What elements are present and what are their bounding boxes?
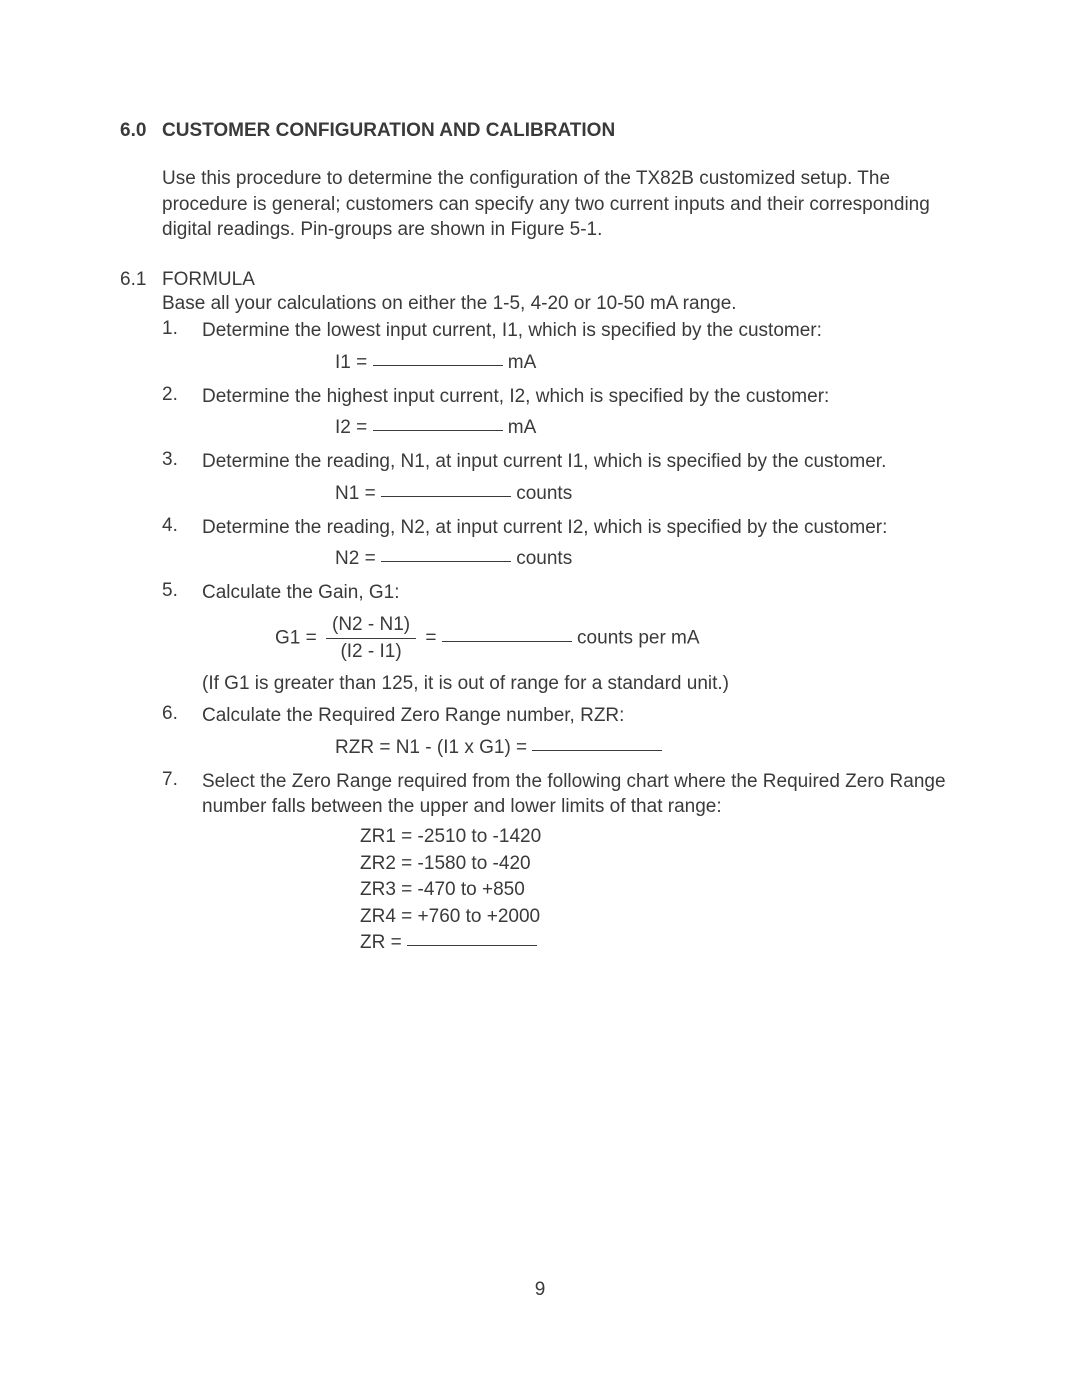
g1-suffix: counts per mA xyxy=(572,628,700,649)
blank-field xyxy=(381,496,511,497)
blank-field xyxy=(381,561,511,562)
subsection-title: FORMULA xyxy=(162,269,255,291)
zr2: ZR2 = -1580 to -420 xyxy=(360,851,960,878)
step-2: 2. Determine the highest input current, … xyxy=(162,384,960,410)
blank-field xyxy=(373,430,503,431)
step-number: 3. xyxy=(162,449,202,475)
formula-prefix: N2 = xyxy=(335,548,381,569)
blank-field xyxy=(442,641,572,642)
step-text: Determine the reading, N2, at input curr… xyxy=(202,515,960,541)
step-text: Determine the lowest input current, I1, … xyxy=(202,318,960,344)
formula-suffix: counts xyxy=(511,483,572,504)
section-number: 6.0 xyxy=(120,120,162,142)
formula-suffix: counts xyxy=(511,548,572,569)
zr1: ZR1 = -2510 to -1420 xyxy=(360,824,960,851)
step-number: 2. xyxy=(162,384,202,410)
step-7: 7. Select the Zero Range required from t… xyxy=(162,769,960,820)
zr3: ZR3 = -470 to +850 xyxy=(360,877,960,904)
g1-mid: = xyxy=(420,628,442,649)
step-number: 4. xyxy=(162,515,202,541)
zr-eq: ZR = xyxy=(360,930,960,957)
fraction-denominator: (I2 - I1) xyxy=(326,639,416,663)
step-text: Select the Zero Range required from the … xyxy=(202,769,960,820)
g1-prefix: G1 = xyxy=(275,628,322,649)
subsection-intro: Base all your calculations on either the… xyxy=(162,293,960,315)
formula-n2: N2 = counts xyxy=(120,548,960,570)
formula-prefix: N1 = xyxy=(335,483,381,504)
step-text: Determine the highest input current, I2,… xyxy=(202,384,960,410)
step-1: 1. Determine the lowest input current, I… xyxy=(162,318,960,344)
step-number: 7. xyxy=(162,769,202,820)
subsection-header: 6.1 FORMULA xyxy=(120,269,960,291)
zr4: ZR4 = +760 to +2000 xyxy=(360,904,960,931)
step-4: 4. Determine the reading, N2, at input c… xyxy=(162,515,960,541)
zr-list: ZR1 = -2510 to -1420 ZR2 = -1580 to -420… xyxy=(360,824,960,957)
fraction: (N2 - N1)(I2 - I1) xyxy=(326,614,416,663)
formula-suffix: mA xyxy=(503,417,537,438)
formula-i1: I1 = mA xyxy=(120,352,960,374)
formula-prefix: I1 = xyxy=(335,352,373,373)
subsection-number: 6.1 xyxy=(120,269,162,291)
step-text: Calculate the Gain, G1: xyxy=(202,580,960,606)
g1-note: (If G1 is greater than 125, it is out of… xyxy=(202,673,960,695)
formula-i2: I2 = mA xyxy=(120,417,960,439)
step-text: Calculate the Required Zero Range number… xyxy=(202,703,960,729)
formula-suffix: mA xyxy=(503,352,537,373)
zr-eq-prefix: ZR = xyxy=(360,932,407,953)
blank-field xyxy=(407,945,537,946)
page-number: 9 xyxy=(0,1279,1080,1301)
step-text: Determine the reading, N1, at input curr… xyxy=(202,449,960,475)
blank-field xyxy=(532,750,662,751)
fraction-numerator: (N2 - N1) xyxy=(326,614,416,639)
step-6: 6. Calculate the Required Zero Range num… xyxy=(162,703,960,729)
formula-rzr: RZR = N1 - (I1 x G1) = xyxy=(120,737,960,759)
formula-prefix: RZR = N1 - (I1 x G1) = xyxy=(335,737,532,758)
section-header: 6.0 CUSTOMER CONFIGURATION AND CALIBRATI… xyxy=(120,120,960,142)
formula-prefix: I2 = xyxy=(335,417,373,438)
formula-n1: N1 = counts xyxy=(120,483,960,505)
step-number: 5. xyxy=(162,580,202,606)
step-3: 3. Determine the reading, N1, at input c… xyxy=(162,449,960,475)
section-intro: Use this procedure to determine the conf… xyxy=(162,166,960,243)
step-number: 6. xyxy=(162,703,202,729)
blank-field xyxy=(373,365,503,366)
formula-g1: G1 = (N2 - N1)(I2 - I1) = counts per mA xyxy=(120,614,960,663)
section-title: CUSTOMER CONFIGURATION AND CALIBRATION xyxy=(162,120,615,142)
step-number: 1. xyxy=(162,318,202,344)
step-5: 5. Calculate the Gain, G1: xyxy=(162,580,960,606)
